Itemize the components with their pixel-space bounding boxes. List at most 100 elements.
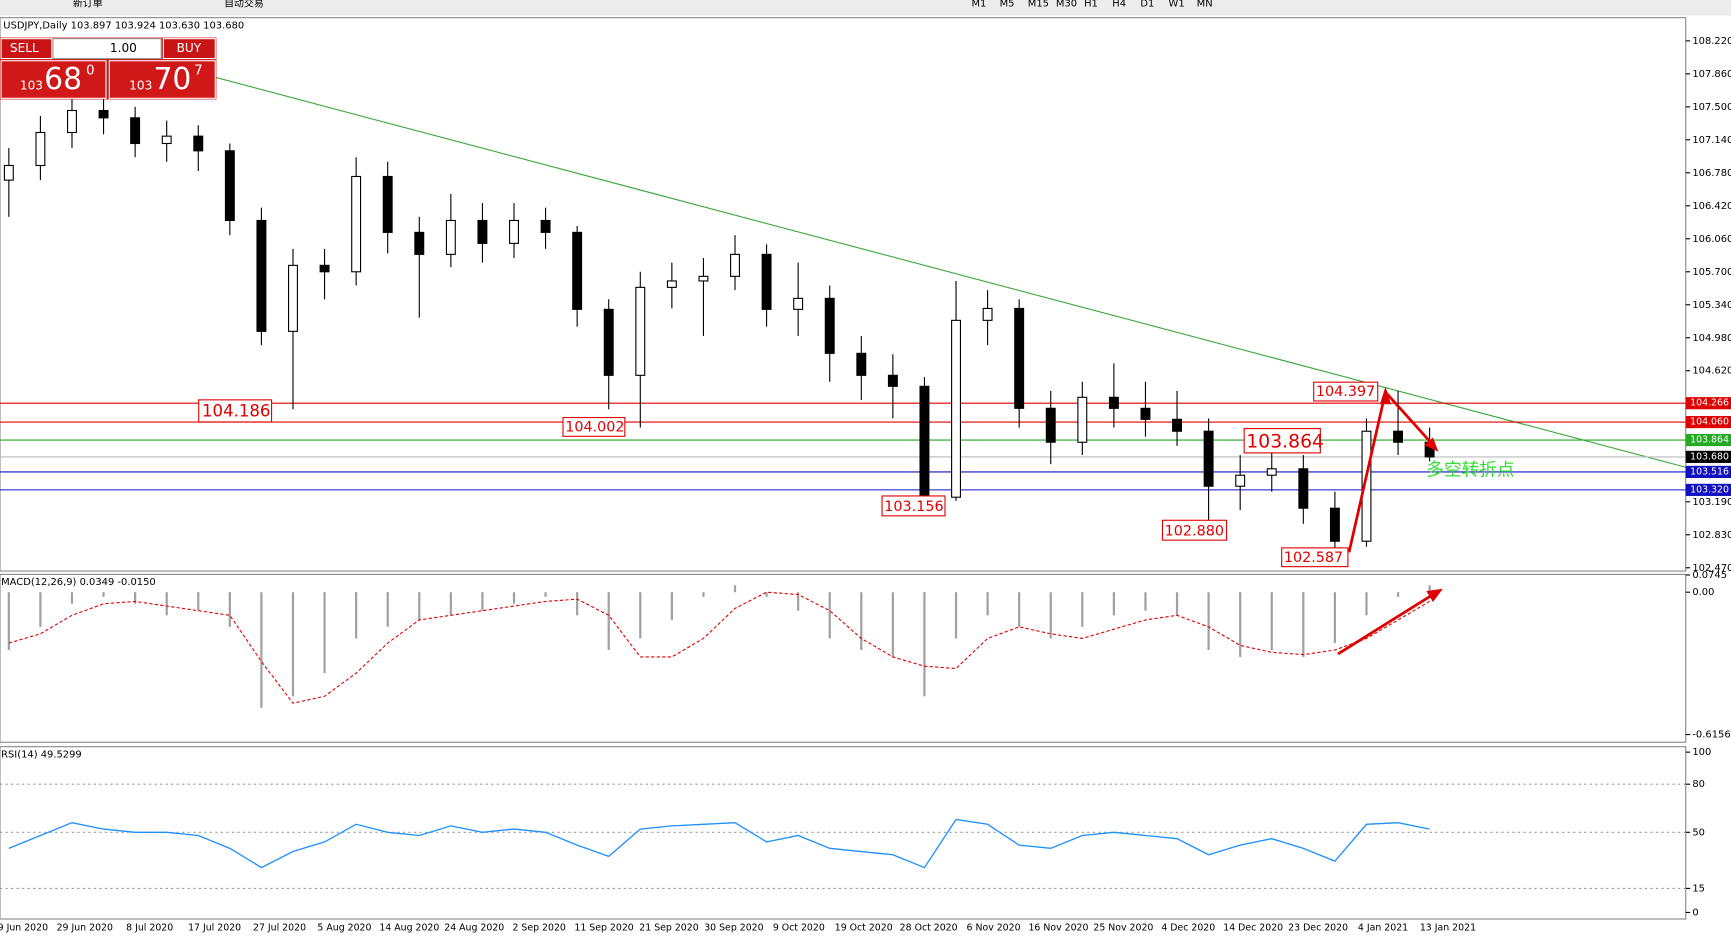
candle-body — [319, 264, 330, 273]
timeframe[interactable]: MN — [1197, 0, 1213, 9]
y-tick-label: 105.340 — [1692, 300, 1731, 311]
price-tag — [1685, 397, 1731, 410]
macd-bar — [418, 592, 421, 620]
x-tick-label: 4 Jan 2021 — [1358, 922, 1408, 933]
y-tick-label: 107.140 — [1692, 135, 1731, 146]
timeframe[interactable]: M5 — [1000, 0, 1015, 9]
y-tick-label: 104.980 — [1692, 333, 1731, 344]
candle-body — [382, 175, 393, 233]
candle-body — [161, 135, 172, 145]
lot-input[interactable] — [52, 38, 162, 60]
x-tick-label: 2 Sep 2020 — [512, 922, 565, 933]
annotation: 103.156 — [884, 499, 943, 515]
timeframe[interactable]: D1 — [1140, 0, 1154, 9]
macd-bar — [1239, 592, 1242, 657]
y-tick-label: 80 — [1692, 779, 1705, 790]
x-tick-label: 19 Jun 2020 — [0, 922, 48, 933]
y-tick-label: 107.500 — [1692, 102, 1731, 113]
macd-bar — [639, 592, 642, 639]
x-tick-label: 23 Dec 2020 — [1288, 922, 1348, 933]
candle-body — [3, 164, 14, 181]
candle-body — [1077, 396, 1088, 443]
macd-bar — [134, 592, 137, 604]
y-tick-label: 103.190 — [1692, 497, 1731, 508]
annotations: 104.186 104.002 103.156 102.880 102.587 … — [198, 381, 1515, 656]
macd-bar — [1018, 592, 1021, 627]
candle-body — [730, 253, 740, 277]
timeframe[interactable]: H1 — [1084, 0, 1098, 9]
x-tick-label: 4 Dec 2020 — [1161, 922, 1215, 933]
toolbar-item[interactable]: 自动交易 — [224, 0, 264, 9]
macd-bar — [1302, 592, 1305, 657]
price-tag — [1685, 433, 1731, 447]
macd-bar — [765, 592, 768, 597]
price-tag — [1685, 465, 1731, 478]
candle-body — [666, 280, 677, 288]
macd-bar — [670, 592, 673, 620]
candle-body — [761, 253, 772, 310]
toolbar-item[interactable]: 新订单 — [73, 0, 103, 9]
macd-bar — [1333, 592, 1337, 644]
sell-button[interactable] — [0, 38, 53, 60]
macd-bar — [165, 592, 168, 616]
candle-body — [414, 231, 425, 255]
x-tick-label: 6 Nov 2020 — [967, 922, 1021, 933]
candle-body — [1266, 468, 1277, 476]
x-tick-label: 14 Aug 2020 — [379, 922, 439, 933]
macd-bar — [1049, 592, 1052, 639]
timeframe[interactable]: H4 — [1112, 0, 1126, 9]
y-tick-label: 102.830 — [1692, 530, 1731, 541]
macd-bar — [355, 592, 358, 639]
annotation: 104.002 — [565, 419, 624, 435]
macd-bar — [923, 592, 926, 697]
bid-sup: 0 — [86, 64, 94, 79]
candle-body — [1298, 468, 1309, 509]
macd-bar — [7, 592, 10, 651]
macd-bar — [1081, 592, 1084, 627]
price-tag-label: 103.864 — [1690, 435, 1729, 446]
candle-body — [919, 385, 930, 498]
macd-bar — [891, 592, 894, 657]
sell-label[interactable]: SELL — [10, 41, 39, 55]
macd-title: MACD(12,26,9) 0.0349 -0.0150 — [1, 577, 156, 588]
x-tick-label: 29 Jun 2020 — [57, 922, 113, 933]
annotation: 103.864 — [1246, 431, 1324, 452]
candle-body — [477, 219, 488, 244]
buy-label[interactable]: BUY — [177, 41, 202, 55]
macd-bar — [607, 592, 610, 651]
macd-bar — [323, 592, 326, 674]
candle-body — [603, 308, 614, 376]
candle-body — [256, 219, 267, 332]
macd-bar — [1396, 592, 1400, 597]
x-tick-label: 17 Jul 2020 — [188, 922, 241, 933]
y-tick-label: 50 — [1692, 827, 1705, 838]
macd-bar — [1428, 585, 1431, 593]
timeframe[interactable]: W1 — [1169, 0, 1185, 9]
y-tick-label: 106.780 — [1692, 168, 1731, 179]
macd-panel — [0, 573, 1687, 743]
candle-body — [224, 150, 235, 222]
candle-body — [1329, 507, 1340, 542]
buy-button[interactable] — [162, 38, 216, 60]
timeframe[interactable]: M30 — [1056, 0, 1077, 9]
timeframe[interactable]: M1 — [971, 0, 986, 9]
ask-sup: 7 — [194, 64, 202, 79]
macd-bar — [1175, 592, 1179, 616]
x-tick-label: 21 Sep 2020 — [639, 922, 698, 933]
candle-body — [635, 286, 646, 376]
candle-body — [982, 307, 993, 321]
price-tag-label: 103.516 — [1690, 466, 1729, 477]
candle-body — [509, 219, 519, 244]
lot-value[interactable]: 1.00 — [110, 41, 137, 55]
trendline — [215, 76, 1686, 468]
annotation: 多空转折点 — [1426, 460, 1514, 481]
macd-bar — [228, 592, 231, 627]
y-tick-label: 106.060 — [1692, 234, 1731, 245]
macd-bar — [386, 592, 389, 627]
y-tick-label: 108.220 — [1692, 36, 1731, 47]
timeframe[interactable]: M15 — [1028, 0, 1049, 9]
candle-body — [445, 219, 456, 255]
candle-body — [540, 219, 551, 233]
macd-bar — [702, 592, 705, 597]
